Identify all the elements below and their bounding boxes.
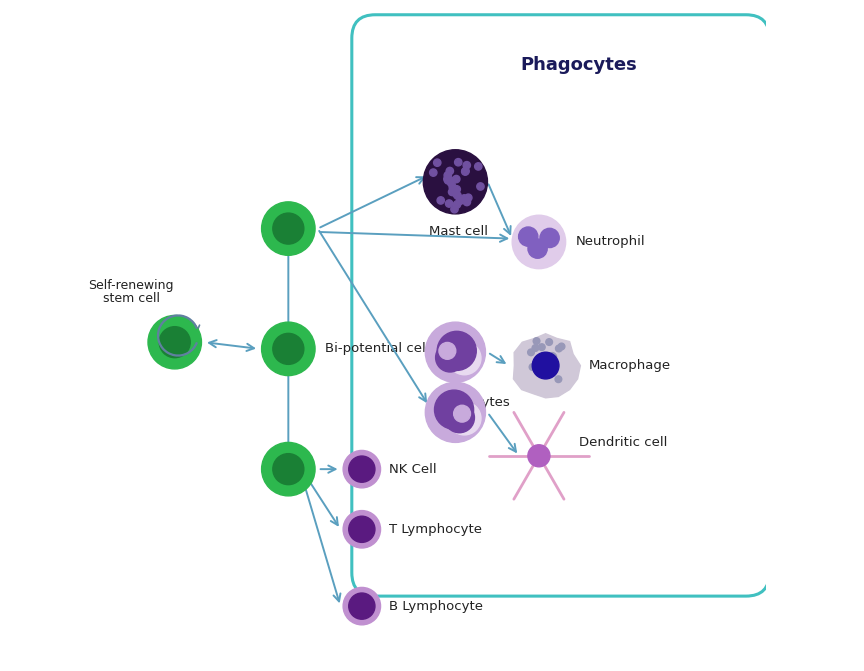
Circle shape [532, 345, 539, 352]
Circle shape [549, 352, 556, 359]
Circle shape [148, 315, 201, 369]
Circle shape [446, 200, 453, 207]
Circle shape [454, 158, 462, 166]
Text: Macrophage: Macrophage [589, 359, 671, 372]
Circle shape [461, 168, 469, 175]
Circle shape [539, 238, 550, 248]
Circle shape [439, 342, 456, 359]
Circle shape [453, 190, 460, 197]
Circle shape [435, 390, 473, 429]
Circle shape [540, 228, 559, 248]
Text: T Lymphocyte: T Lymphocyte [389, 523, 481, 535]
Circle shape [425, 322, 486, 382]
Circle shape [437, 197, 444, 204]
Circle shape [532, 352, 559, 379]
Circle shape [425, 382, 486, 442]
Circle shape [463, 162, 471, 169]
Circle shape [556, 345, 562, 352]
Text: Mast cell: Mast cell [429, 225, 488, 238]
Circle shape [533, 338, 540, 344]
Circle shape [465, 194, 472, 201]
Circle shape [343, 511, 380, 548]
Circle shape [448, 189, 456, 196]
Circle shape [453, 186, 461, 193]
Circle shape [444, 175, 451, 183]
Circle shape [451, 205, 458, 213]
Text: Neutrophil: Neutrophil [575, 236, 645, 248]
Circle shape [512, 215, 566, 268]
Circle shape [349, 456, 375, 482]
Circle shape [454, 201, 461, 208]
Circle shape [456, 197, 464, 205]
Circle shape [558, 343, 565, 350]
Circle shape [550, 354, 556, 360]
Circle shape [448, 402, 481, 435]
Circle shape [449, 184, 456, 191]
Circle shape [159, 327, 190, 358]
Circle shape [529, 364, 536, 370]
Circle shape [273, 454, 304, 484]
Circle shape [474, 163, 482, 170]
Circle shape [262, 442, 315, 496]
Circle shape [448, 342, 481, 375]
Circle shape [437, 331, 476, 370]
Polygon shape [513, 333, 581, 398]
Circle shape [444, 172, 451, 179]
Circle shape [528, 239, 547, 258]
Circle shape [349, 593, 375, 619]
Circle shape [444, 403, 474, 433]
Circle shape [528, 238, 537, 248]
Circle shape [518, 227, 538, 246]
Circle shape [542, 352, 549, 359]
Text: stem cell: stem cell [103, 293, 160, 305]
Circle shape [262, 322, 315, 376]
Text: Bi-potential cell: Bi-potential cell [325, 342, 429, 356]
Circle shape [343, 587, 380, 625]
Circle shape [528, 349, 534, 356]
Circle shape [273, 333, 304, 364]
Circle shape [463, 199, 471, 206]
Circle shape [429, 169, 437, 176]
Circle shape [434, 159, 441, 166]
Circle shape [546, 339, 552, 346]
Circle shape [446, 167, 454, 174]
Circle shape [423, 150, 487, 214]
Circle shape [555, 376, 562, 382]
Circle shape [349, 516, 375, 542]
Circle shape [453, 175, 460, 183]
Circle shape [528, 445, 550, 467]
Text: Phagocytes: Phagocytes [521, 56, 638, 74]
Circle shape [273, 213, 304, 244]
Circle shape [454, 192, 461, 199]
Circle shape [538, 344, 545, 350]
Text: Self-renewing: Self-renewing [88, 279, 174, 292]
Circle shape [462, 167, 469, 174]
Circle shape [454, 405, 471, 422]
Text: B Lymphocyte: B Lymphocyte [389, 600, 483, 613]
Circle shape [461, 195, 468, 202]
Text: NK Cell: NK Cell [389, 462, 436, 476]
Circle shape [448, 177, 455, 185]
Circle shape [435, 343, 465, 372]
Circle shape [444, 176, 452, 184]
Circle shape [262, 202, 315, 255]
Circle shape [448, 180, 455, 187]
Circle shape [343, 450, 380, 488]
Text: Dendritic cell: Dendritic cell [579, 436, 667, 449]
Circle shape [477, 183, 484, 190]
Text: Monocytes: Monocytes [439, 396, 511, 409]
